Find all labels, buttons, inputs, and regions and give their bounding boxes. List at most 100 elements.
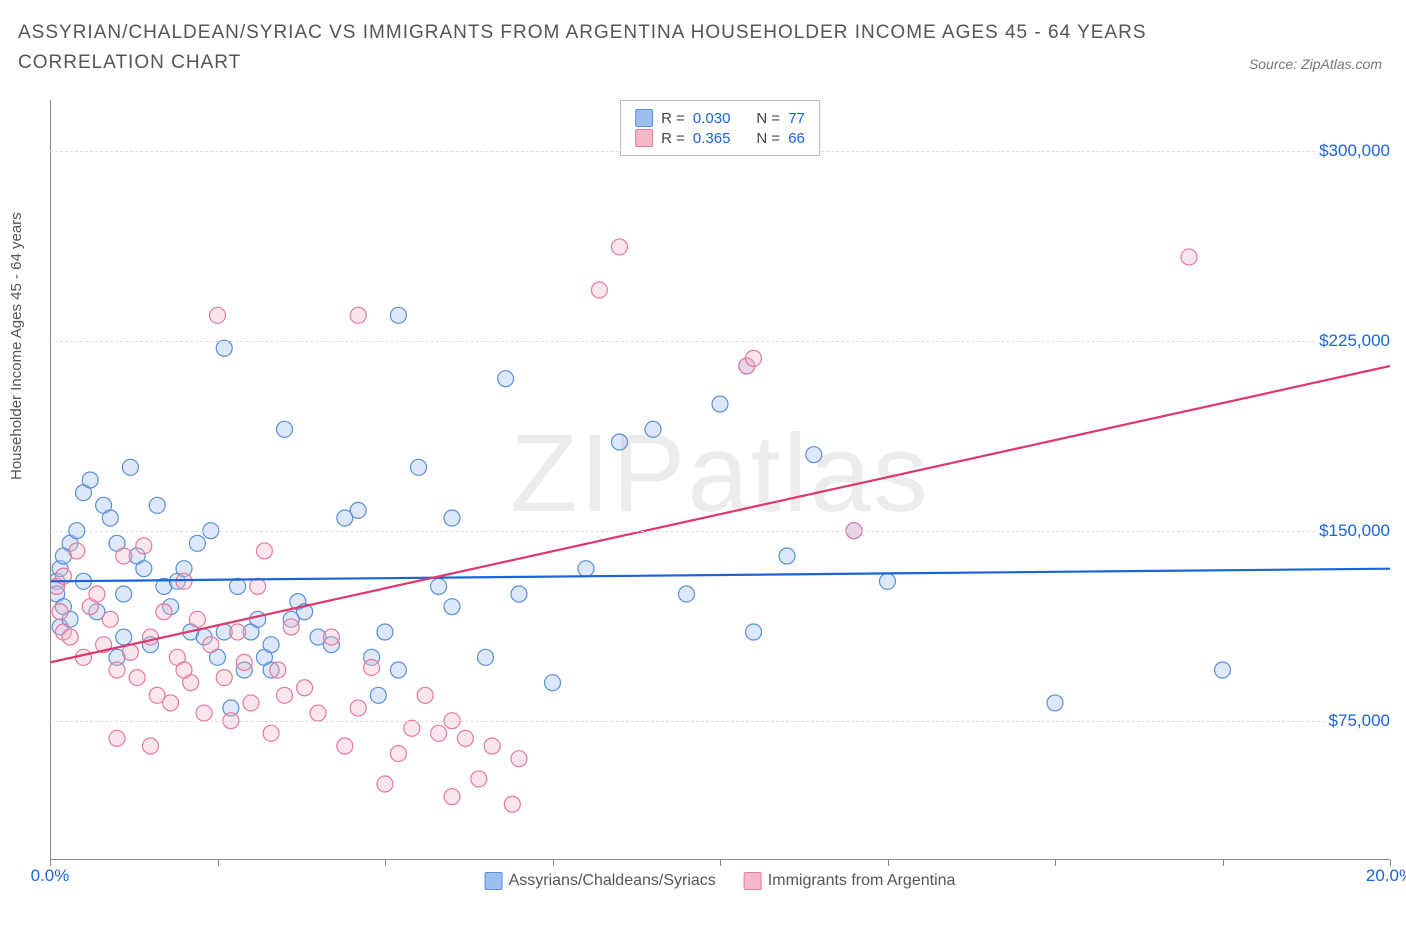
data-point <box>156 604 172 620</box>
legend-r-label: R = <box>661 110 685 127</box>
data-point <box>444 510 460 526</box>
data-point <box>323 629 339 645</box>
y-axis-label: Householder Income Ages 45 - 64 years <box>8 212 25 480</box>
data-point <box>82 472 98 488</box>
data-point <box>116 629 132 645</box>
data-point <box>679 586 695 602</box>
data-point <box>283 619 299 635</box>
series-name: Immigrants from Argentina <box>768 872 956 889</box>
data-point <box>746 350 762 366</box>
x-tick-label: 0.0% <box>31 866 70 886</box>
data-point <box>136 538 152 554</box>
data-point <box>277 687 293 703</box>
legend-n-label: N = <box>756 110 780 127</box>
data-point <box>310 705 326 721</box>
legend-r-value: 0.365 <box>693 130 731 147</box>
data-point <box>263 637 279 653</box>
data-point <box>578 561 594 577</box>
data-point <box>444 599 460 615</box>
x-tick-mark <box>1055 860 1056 866</box>
data-point <box>337 738 353 754</box>
legend-swatch <box>635 109 653 127</box>
x-tick-label: 20.0% <box>1366 866 1406 886</box>
data-point <box>484 738 500 754</box>
series-legend: Assyrians/Chaldeans/Syriacs Immigrants fr… <box>485 872 956 890</box>
gridline <box>50 341 1390 342</box>
data-point <box>136 561 152 577</box>
y-tick-label: $150,000 <box>1315 521 1394 541</box>
source-attribution: Source: ZipAtlas.com <box>1249 56 1382 72</box>
data-point <box>350 307 366 323</box>
data-point <box>806 447 822 463</box>
data-point <box>370 687 386 703</box>
series-legend-item: Immigrants from Argentina <box>744 872 956 890</box>
data-point <box>149 497 165 513</box>
data-point <box>612 239 628 255</box>
data-point <box>102 510 118 526</box>
data-point <box>390 662 406 678</box>
data-point <box>122 459 138 475</box>
chart-area: ZIPatlas R =0.030N =77R =0.365N =66 Assy… <box>50 100 1390 860</box>
data-point <box>377 624 393 640</box>
x-tick-mark <box>553 860 554 866</box>
data-point <box>270 662 286 678</box>
data-point <box>645 421 661 437</box>
data-point <box>511 586 527 602</box>
data-point <box>116 586 132 602</box>
data-point <box>196 705 212 721</box>
data-point <box>203 637 219 653</box>
data-point <box>390 746 406 762</box>
data-point <box>250 578 266 594</box>
series-legend-item: Assyrians/Chaldeans/Syriacs <box>485 872 716 890</box>
legend-swatch <box>485 872 503 890</box>
data-point <box>712 396 728 412</box>
data-point <box>457 730 473 746</box>
stats-legend-row: R = 0.365 N = 66 <box>635 129 805 147</box>
data-point <box>444 789 460 805</box>
data-point <box>545 675 561 691</box>
data-point <box>612 434 628 450</box>
data-point <box>263 725 279 741</box>
data-point <box>69 543 85 559</box>
x-tick-mark <box>720 860 721 866</box>
x-tick-mark <box>1223 860 1224 866</box>
data-point <box>109 662 125 678</box>
data-point <box>277 421 293 437</box>
y-tick-label: $75,000 <box>1325 711 1394 731</box>
data-point <box>417 687 433 703</box>
legend-n-value: 66 <box>788 130 805 147</box>
x-tick-mark <box>218 860 219 866</box>
data-point <box>471 771 487 787</box>
x-tick-mark <box>385 860 386 866</box>
data-point <box>52 604 68 620</box>
data-point <box>350 502 366 518</box>
data-point <box>176 573 192 589</box>
data-point <box>504 796 520 812</box>
chart-title: ASSYRIAN/CHALDEAN/SYRIAC VS IMMIGRANTS F… <box>18 18 1286 79</box>
data-point <box>163 695 179 711</box>
stats-legend: R =0.030N =77R =0.365N =66 <box>620 100 820 156</box>
legend-r-label: R = <box>661 130 685 147</box>
data-point <box>129 670 145 686</box>
legend-swatch <box>635 129 653 147</box>
gridline <box>50 531 1390 532</box>
data-point <box>216 670 232 686</box>
stats-legend-row: R =0.030N =77 <box>635 109 805 127</box>
data-point <box>431 725 447 741</box>
data-point <box>236 654 252 670</box>
data-point <box>210 307 226 323</box>
legend-swatch <box>744 872 762 890</box>
data-point <box>364 659 380 675</box>
data-point <box>243 695 259 711</box>
data-point <box>1047 695 1063 711</box>
legend-r-value: 0.030 <box>693 110 731 127</box>
data-point <box>230 624 246 640</box>
data-point <box>779 548 795 564</box>
series-name: Assyrians/Chaldeans/Syriacs <box>509 872 716 889</box>
data-point <box>498 371 514 387</box>
data-point <box>230 578 246 594</box>
y-tick-label: $300,000 <box>1315 141 1394 161</box>
data-point <box>250 611 266 627</box>
legend-n-label: N = <box>756 130 780 147</box>
y-axis-line <box>50 100 51 860</box>
